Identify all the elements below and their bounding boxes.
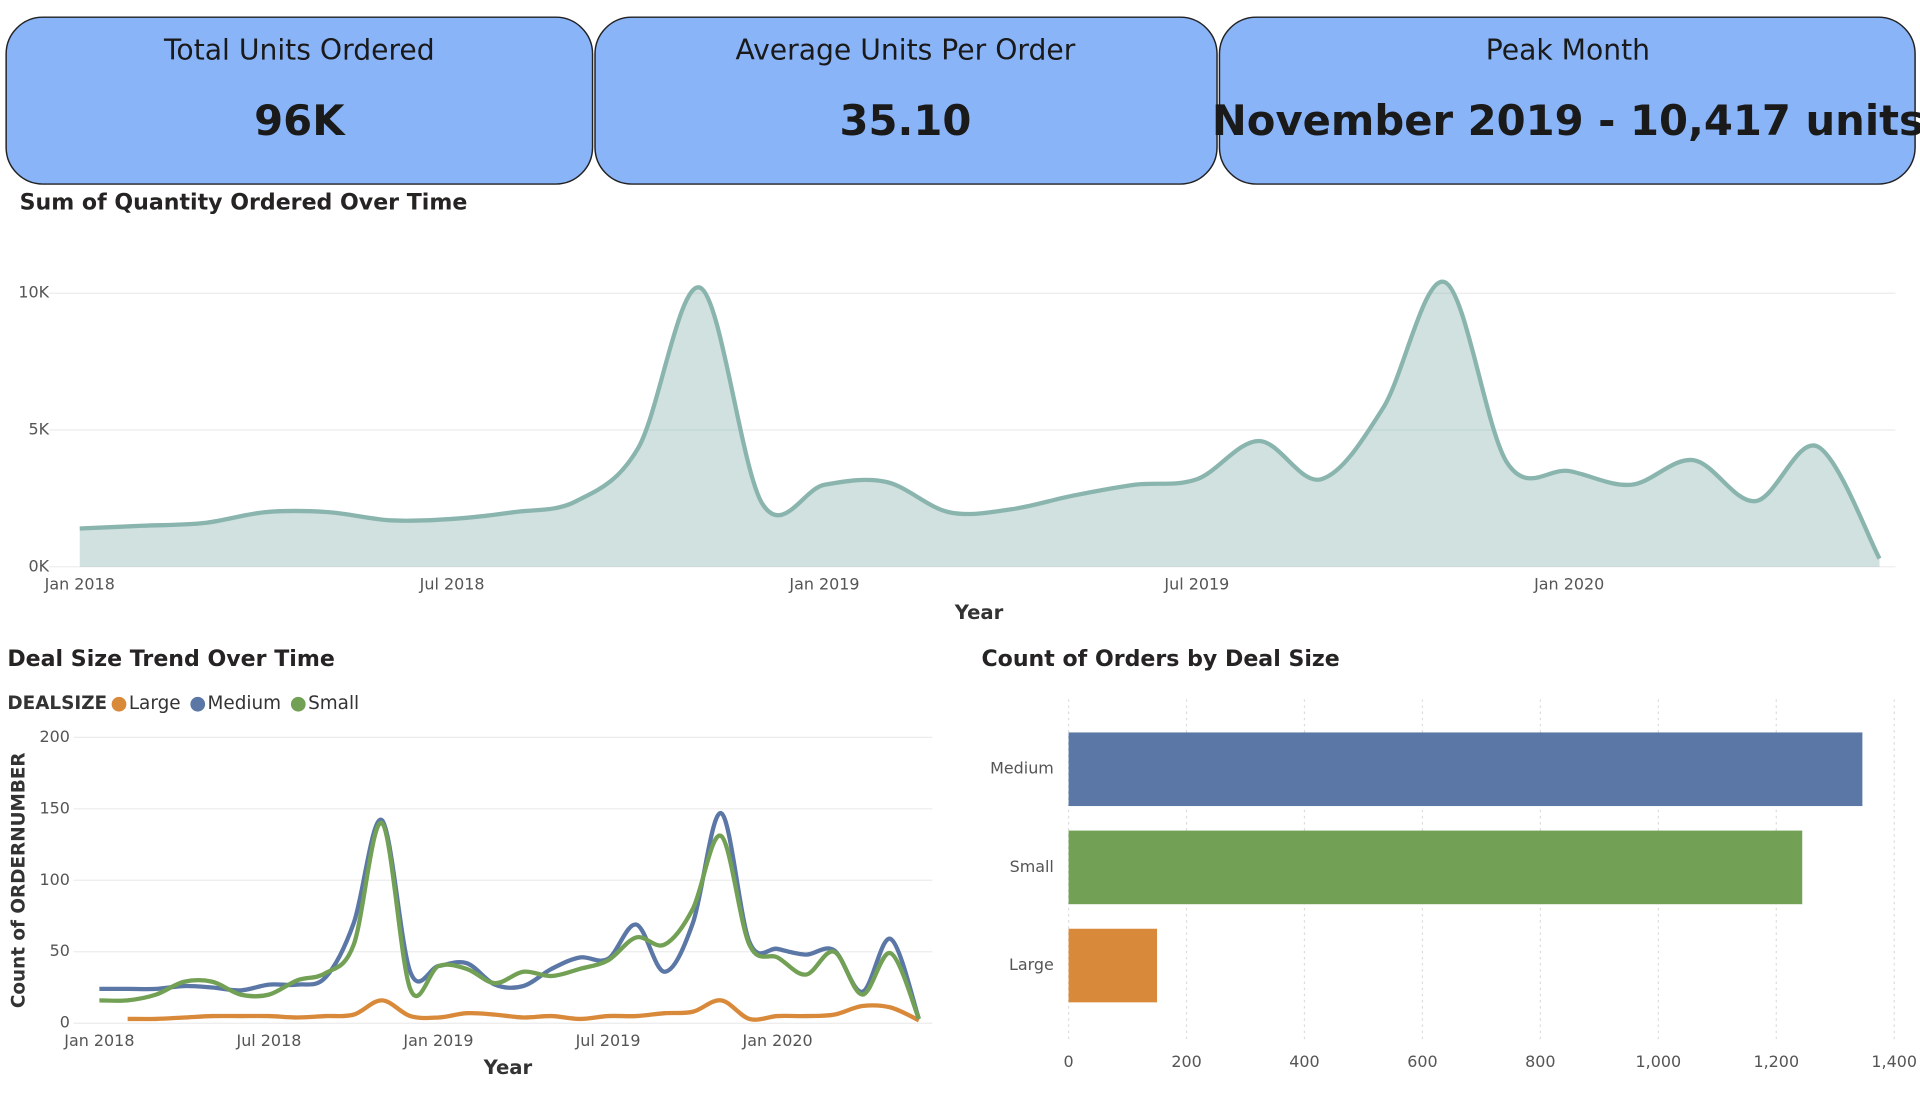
series-line — [127, 998, 920, 1023]
area-fill — [79, 281, 1880, 567]
chart-title: Sum of Quantity Ordered Over Time — [20, 191, 468, 216]
kpi-value: 35.10 — [839, 96, 971, 145]
y-tick-label: 100 — [40, 870, 70, 889]
kpi-card — [5, 16, 594, 185]
x-tick-label: Jul 2018 — [236, 1031, 302, 1050]
x-tick-label: 1,400 — [1871, 1052, 1917, 1071]
x-axis-title: Year — [483, 1056, 533, 1079]
kpi-value: November 2019 - 10,417 units — [1212, 96, 1920, 145]
kpi-value: 96K — [254, 96, 346, 145]
y-tick-label: Large — [1009, 955, 1054, 974]
y-tick-label: Small — [1010, 857, 1054, 876]
legend-label: Medium — [208, 693, 282, 714]
bar — [1068, 732, 1863, 807]
legend-label: Large — [129, 693, 181, 714]
x-tick-label: 800 — [1525, 1052, 1555, 1071]
y-axis-title: Count of ORDERNUMBER — [9, 752, 30, 1008]
legend-swatch — [290, 696, 306, 712]
legend-title: DEALSIZE — [7, 693, 107, 714]
x-tick-label: Jul 2018 — [419, 575, 485, 594]
y-tick-label: 10K — [18, 283, 49, 302]
x-tick-label: 1,000 — [1636, 1052, 1682, 1071]
legend-swatch — [111, 696, 127, 712]
x-tick-label: 200 — [1171, 1052, 1201, 1071]
x-tick-label: Jan 2018 — [44, 575, 115, 594]
kpi-title: Average Units Per Order — [735, 34, 1075, 67]
legend-swatch — [190, 696, 206, 712]
kpi-title: Total Units Ordered — [163, 34, 435, 67]
chart-title: Deal Size Trend Over Time — [7, 647, 334, 672]
x-tick-label: Jan 2019 — [788, 575, 859, 594]
y-tick-label: 50 — [50, 941, 70, 960]
x-tick-label: Jan 2019 — [402, 1031, 473, 1050]
x-tick-label: Jan 2020 — [1533, 575, 1604, 594]
y-tick-label: 200 — [40, 727, 70, 746]
y-tick-label: 5K — [28, 420, 49, 439]
kpi-title: Peak Month — [1486, 34, 1650, 67]
bar — [1068, 830, 1803, 905]
x-tick-label: Jul 2019 — [575, 1031, 641, 1050]
legend-label: Small — [308, 693, 359, 714]
kpi-card — [594, 16, 1218, 185]
kpi-cards: Total Units Ordered 96K Average Units Pe… — [5, 16, 1920, 185]
x-tick-label: Jan 2020 — [742, 1031, 813, 1050]
x-tick-label: 400 — [1289, 1052, 1319, 1071]
series-line — [99, 810, 921, 1020]
kpi-card — [1218, 16, 1916, 185]
series-line — [99, 820, 921, 1020]
x-tick-label: 1,200 — [1753, 1052, 1799, 1071]
x-tick-label: Jul 2019 — [1163, 575, 1229, 594]
y-tick-label: 0 — [60, 1013, 70, 1032]
x-axis-title: Year — [954, 601, 1004, 624]
x-tick-label: Jan 2018 — [63, 1031, 134, 1050]
x-tick-label: 600 — [1407, 1052, 1437, 1071]
y-tick-label: 150 — [40, 798, 70, 817]
x-tick-label: 0 — [1064, 1052, 1074, 1071]
y-tick-label: Medium — [990, 759, 1054, 778]
bar — [1068, 928, 1158, 1003]
y-tick-label: 0K — [28, 556, 49, 575]
chart-title: Count of Orders by Deal Size — [981, 647, 1339, 672]
series-line — [79, 279, 1882, 560]
